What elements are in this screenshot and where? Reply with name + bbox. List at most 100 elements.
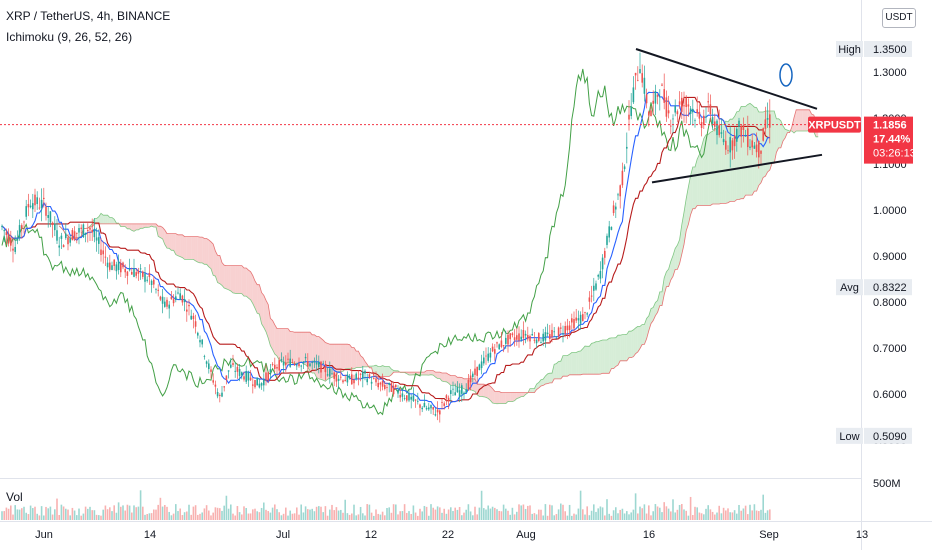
volume-bar — [485, 509, 487, 520]
cloud-segment — [701, 138, 704, 206]
candle-body — [135, 272, 137, 276]
volume-bar — [340, 509, 342, 520]
candle — [161, 288, 164, 314]
cloud-segment — [607, 338, 610, 374]
candle — [212, 373, 214, 385]
candle-body — [366, 378, 368, 383]
candle-body — [751, 140, 753, 148]
volume-bar — [95, 514, 98, 520]
candle-body — [489, 352, 492, 358]
candle-body — [601, 257, 604, 270]
cloud-segment — [497, 391, 500, 404]
candle — [274, 357, 276, 372]
candle — [1, 224, 3, 231]
candle-body — [487, 353, 489, 361]
cloud-segment — [710, 131, 713, 206]
candle-body — [463, 392, 465, 395]
candle-body — [43, 197, 45, 199]
cloud-segment — [486, 384, 489, 399]
candle — [318, 355, 320, 374]
candle-body — [192, 315, 195, 320]
volume-bar — [260, 507, 263, 520]
candle — [595, 280, 597, 291]
candle — [322, 360, 324, 364]
candle — [267, 371, 269, 383]
cloud-segment — [800, 109, 803, 131]
volume-bar — [716, 512, 718, 520]
volume-bar — [639, 506, 641, 520]
cloud-segment — [472, 378, 475, 392]
candle — [762, 127, 764, 142]
candle-body — [322, 363, 324, 364]
candle — [615, 202, 617, 219]
cloud-segment — [547, 373, 550, 384]
candle — [531, 328, 533, 336]
candle-body — [608, 226, 610, 238]
volume-bar — [575, 514, 577, 520]
candle-body — [661, 84, 663, 86]
volume-bar — [307, 509, 309, 520]
cloud-segment — [622, 334, 625, 361]
candle-body — [111, 265, 113, 270]
candle-body — [760, 150, 762, 154]
cloud-segment — [131, 223, 134, 232]
candle — [659, 89, 661, 111]
candle — [166, 297, 168, 310]
cloud-segment — [217, 255, 220, 284]
cloud-segment — [378, 366, 381, 377]
candle — [150, 279, 153, 293]
volume-bar — [135, 507, 137, 520]
candle — [271, 362, 274, 367]
indicator-title[interactable]: Ichimoku (9, 26, 52, 26) — [6, 30, 133, 44]
volume-title[interactable]: Vol — [6, 490, 23, 504]
candle — [401, 387, 404, 402]
volume-bar — [489, 508, 492, 520]
candle — [245, 365, 247, 385]
volume-bar — [197, 514, 199, 520]
candle — [190, 309, 192, 321]
candle-body — [311, 362, 313, 364]
candle — [628, 100, 630, 131]
candle-body — [71, 230, 74, 241]
volume-bar — [672, 499, 674, 520]
candle — [60, 232, 63, 250]
candle-body — [329, 368, 331, 377]
volume-bar — [249, 513, 252, 520]
candle — [219, 393, 221, 403]
candle — [676, 109, 679, 123]
volume-bar — [654, 504, 657, 520]
candle-body — [566, 325, 569, 331]
candle — [298, 357, 300, 368]
volume-bar — [190, 514, 192, 520]
senkou-span-a — [58, 102, 819, 405]
volume-bar — [225, 495, 228, 520]
volume-bar — [465, 509, 467, 520]
cloud-segment — [239, 265, 242, 294]
cloud-segment — [538, 379, 541, 388]
volume-bar — [632, 509, 635, 520]
currency-button[interactable]: USDT — [882, 8, 916, 28]
candle — [12, 237, 14, 263]
candle-body — [698, 111, 701, 119]
candle — [265, 364, 267, 386]
volume-bar — [476, 514, 478, 520]
volume-bar — [419, 508, 421, 520]
candle — [586, 312, 588, 318]
high-marker-label-bg — [836, 41, 863, 57]
candle — [467, 374, 470, 392]
volume-bar — [36, 513, 38, 520]
cloud-segment — [582, 346, 585, 375]
candle-body — [106, 262, 109, 268]
volume-bar — [269, 512, 272, 520]
time-tick: Jun — [35, 529, 53, 541]
candle-body — [245, 371, 247, 382]
candle-body — [672, 118, 674, 120]
lagging-span — [1, 68, 714, 416]
volume-bar — [527, 505, 529, 520]
candle-body — [276, 367, 278, 369]
candle — [23, 220, 25, 234]
candle-body — [606, 235, 608, 245]
candle-body — [395, 384, 397, 388]
candle — [258, 378, 261, 389]
